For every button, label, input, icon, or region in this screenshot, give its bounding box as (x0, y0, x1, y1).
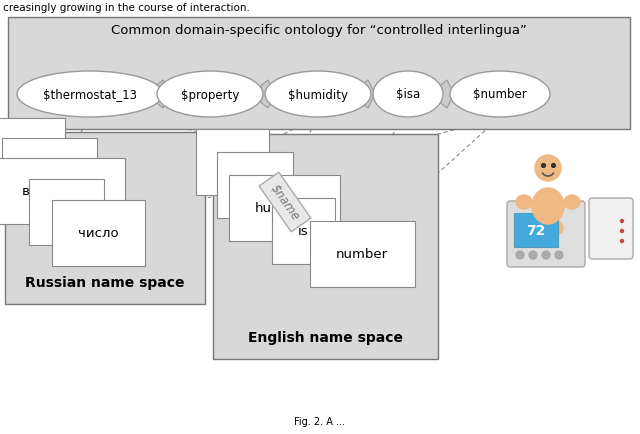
Circle shape (529, 251, 537, 260)
Ellipse shape (450, 72, 550, 118)
Ellipse shape (535, 156, 561, 181)
FancyBboxPatch shape (589, 198, 633, 260)
Text: creasingly growing in the course of interaction.: creasingly growing in the course of inte… (3, 3, 250, 13)
Ellipse shape (373, 72, 443, 118)
Polygon shape (440, 81, 454, 109)
Text: $humidity: $humidity (288, 88, 348, 101)
Text: Fig. 2. A ...: Fig. 2. A ... (294, 416, 346, 426)
FancyBboxPatch shape (5, 133, 205, 304)
Text: humidity: humidity (255, 202, 314, 215)
Ellipse shape (532, 188, 564, 224)
Circle shape (621, 220, 623, 223)
FancyBboxPatch shape (514, 214, 558, 247)
Polygon shape (156, 81, 170, 109)
FancyBboxPatch shape (259, 173, 311, 232)
Text: моя: моя (12, 145, 38, 158)
Ellipse shape (157, 72, 263, 118)
Circle shape (542, 251, 550, 260)
FancyBboxPatch shape (507, 201, 585, 267)
Text: $thermostat_13: $thermostat_13 (43, 88, 137, 101)
Text: это: это (55, 206, 78, 219)
Ellipse shape (265, 72, 371, 118)
FancyBboxPatch shape (213, 135, 438, 359)
Ellipse shape (516, 196, 532, 210)
Text: $number: $number (473, 88, 527, 101)
Text: влажность: влажность (22, 185, 99, 198)
Ellipse shape (564, 196, 580, 210)
Text: $property: $property (181, 88, 239, 101)
Polygon shape (361, 81, 375, 109)
Text: English name space: English name space (248, 330, 403, 344)
Ellipse shape (17, 72, 163, 118)
Text: has: has (243, 179, 266, 192)
Text: иметь: иметь (28, 165, 70, 178)
Circle shape (621, 240, 623, 243)
Text: $name: $name (268, 182, 302, 223)
Text: число: число (78, 227, 118, 240)
Text: $isa: $isa (396, 88, 420, 101)
Circle shape (621, 230, 623, 233)
Text: number: number (336, 248, 388, 261)
Circle shape (516, 251, 524, 260)
Text: Russian name space: Russian name space (25, 275, 185, 289)
Polygon shape (261, 81, 275, 109)
Ellipse shape (549, 221, 563, 236)
Text: 72: 72 (526, 224, 546, 237)
Text: my: my (222, 156, 243, 169)
FancyBboxPatch shape (8, 18, 630, 130)
Ellipse shape (533, 221, 547, 236)
Circle shape (555, 251, 563, 260)
Text: Common domain-specific ontology for “controlled interlingua”: Common domain-specific ontology for “con… (111, 24, 527, 37)
Text: is: is (298, 225, 308, 238)
